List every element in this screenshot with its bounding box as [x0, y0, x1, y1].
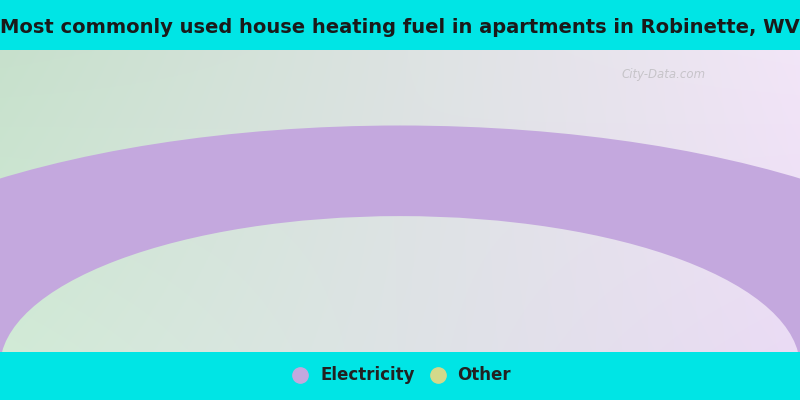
Text: Most commonly used house heating fuel in apartments in Robinette, WV: Most commonly used house heating fuel in…	[0, 18, 800, 37]
Text: City-Data.com: City-Data.com	[622, 68, 706, 81]
Wedge shape	[0, 126, 800, 367]
Text: Other: Other	[458, 366, 511, 384]
Text: Electricity: Electricity	[320, 366, 414, 384]
